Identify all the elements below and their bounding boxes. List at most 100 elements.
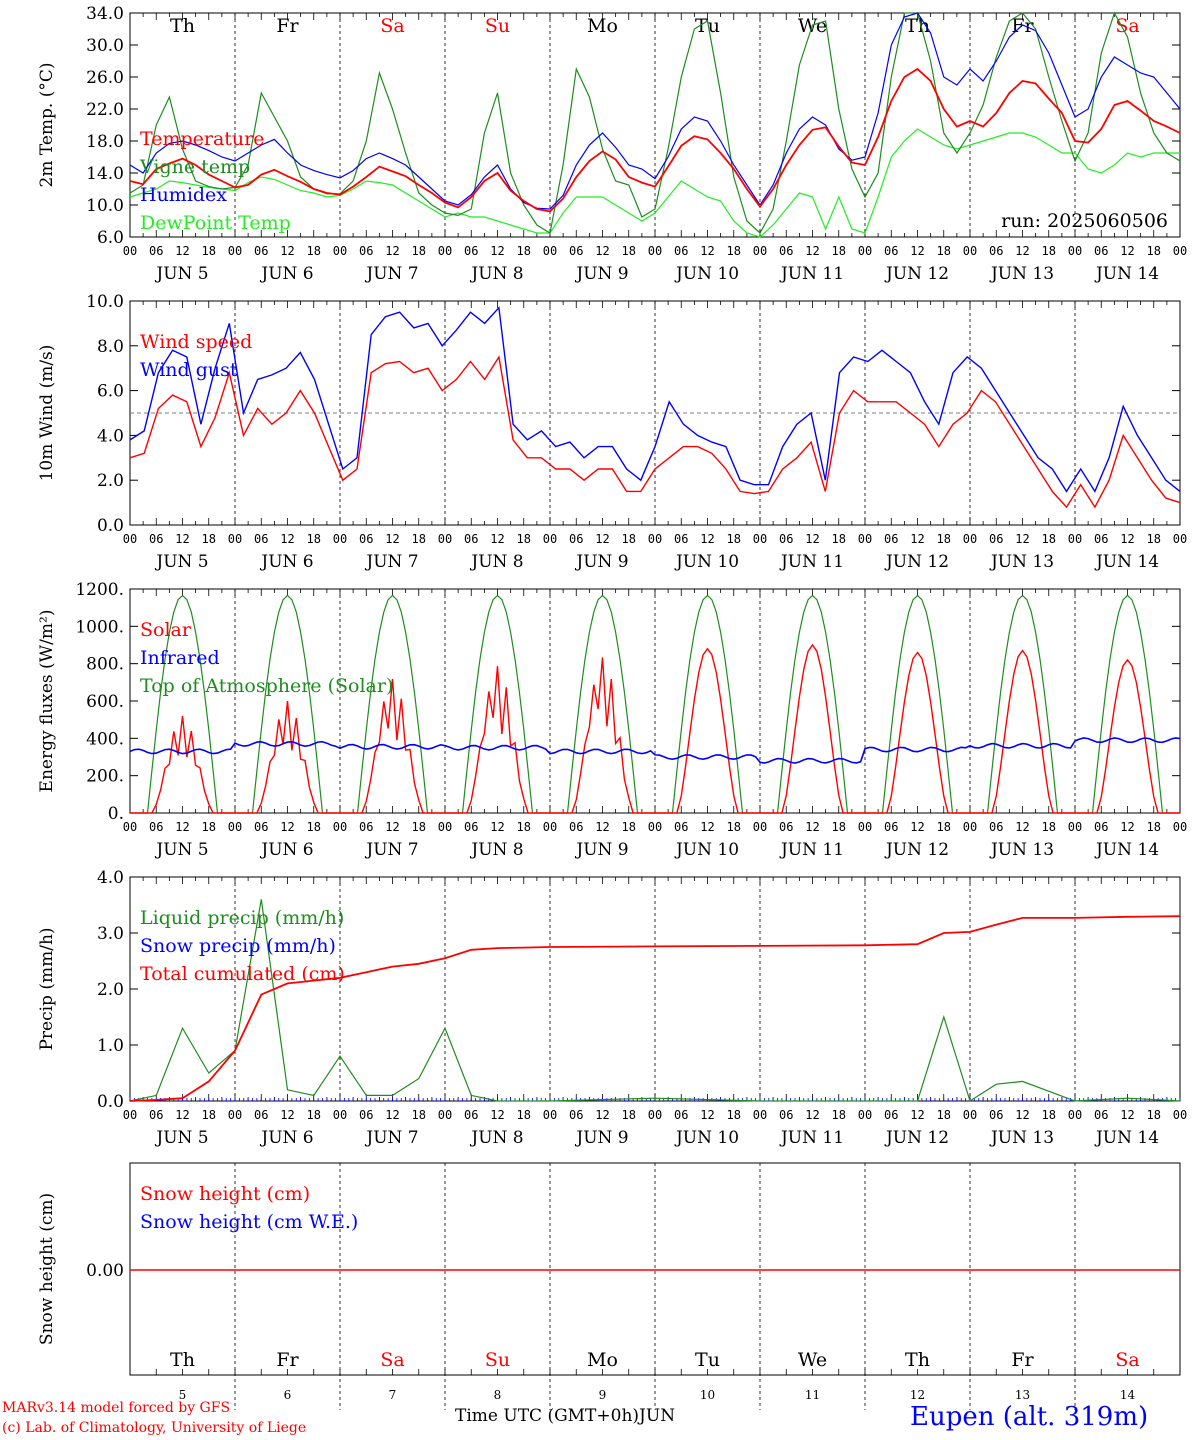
hour-tick-label: 18 — [937, 1108, 951, 1122]
y-tick-label: 1200. — [75, 580, 124, 600]
y-tick-label: 1.0 — [97, 1036, 124, 1056]
date-label: JUN 5 — [154, 1128, 208, 1148]
hour-tick-label: 06 — [1094, 532, 1108, 546]
date-label: JUN 13 — [989, 264, 1054, 284]
hour-tick-label: 12 — [595, 1108, 609, 1122]
date-number-label: 10 — [700, 1388, 715, 1402]
hour-tick-label: 12 — [910, 1108, 924, 1122]
hour-tick-label: 06 — [884, 820, 898, 834]
date-label: JUN 9 — [574, 840, 628, 860]
legend-entry: Top of Atmosphere (Solar) — [140, 675, 393, 697]
date-label: JUN 10 — [674, 1128, 739, 1148]
run-label: run: 2025060506 — [1001, 210, 1168, 232]
date-label: JUN 10 — [674, 552, 739, 572]
hour-tick-label: 00 — [753, 244, 767, 258]
x-axis-title: Time UTC (GMT+0h) — [455, 1406, 640, 1426]
date-label: JUN 7 — [364, 552, 418, 572]
hour-tick-label: 12 — [595, 532, 609, 546]
hour-tick-label: 18 — [1147, 820, 1161, 834]
date-number-label: 6 — [284, 1388, 292, 1402]
hour-tick-label: 00 — [543, 820, 557, 834]
hour-tick-label: 18 — [517, 1108, 531, 1122]
hour-tick-label: 06 — [884, 1108, 898, 1122]
y-tick-label: 2.0 — [97, 471, 124, 491]
date-label: JUN 11 — [779, 264, 844, 284]
hour-tick-label: 00 — [1068, 244, 1082, 258]
hour-tick-label: 06 — [464, 820, 478, 834]
date-label: JUN 12 — [884, 552, 949, 572]
date-label: JUN 12 — [884, 840, 949, 860]
hour-tick-label: 00 — [753, 820, 767, 834]
hour-tick-label: 00 — [228, 244, 242, 258]
hour-tick-label: 06 — [149, 532, 163, 546]
y-tick-label: 8.0 — [97, 337, 124, 357]
hour-tick-label: 12 — [1015, 820, 1029, 834]
hour-tick-label: 00 — [858, 532, 872, 546]
hour-tick-label: 00 — [1173, 1108, 1187, 1122]
hour-tick-label: 12 — [385, 1108, 399, 1122]
hour-tick-label: 00 — [438, 532, 452, 546]
date-label: JUN 14 — [1094, 840, 1159, 860]
y-tick-label: 0.0 — [97, 516, 124, 536]
hour-tick-label: 18 — [1042, 820, 1056, 834]
hour-tick-label: 06 — [254, 820, 268, 834]
date-label: JUN 8 — [469, 264, 523, 284]
weekday-label: Fr — [1011, 1349, 1034, 1371]
date-label: JUN 7 — [364, 264, 418, 284]
hour-tick-label: 00 — [648, 532, 662, 546]
hour-tick-label: 18 — [832, 244, 846, 258]
hour-tick-label: 06 — [779, 532, 793, 546]
date-label: JUN 5 — [154, 552, 208, 572]
hour-tick-label: 06 — [1094, 244, 1108, 258]
date-label: JUN 9 — [574, 1128, 628, 1148]
date-label: JUN 5 — [154, 264, 208, 284]
y-tick-label: 26.0 — [86, 68, 124, 88]
y-tick-label: 10.0 — [86, 196, 124, 216]
hour-tick-label: 12 — [595, 244, 609, 258]
hour-tick-label: 12 — [700, 532, 714, 546]
hour-tick-label: 06 — [569, 1108, 583, 1122]
hour-tick-label: 18 — [1042, 532, 1056, 546]
hour-tick-label: 00 — [1173, 532, 1187, 546]
date-label: JUN 6 — [259, 840, 313, 860]
hour-tick-label: 00 — [123, 532, 137, 546]
hour-tick-label: 18 — [202, 532, 216, 546]
hour-tick-label: 00 — [543, 244, 557, 258]
date-label: JUN 8 — [469, 840, 523, 860]
hour-tick-label: 12 — [595, 820, 609, 834]
y-axis-label: Snow height (cm) — [37, 1193, 57, 1345]
hour-tick-label: 12 — [1015, 1108, 1029, 1122]
y-tick-label: 0.0 — [97, 1092, 124, 1112]
weekday-label: Mo — [587, 15, 618, 37]
hour-tick-label: 06 — [674, 244, 688, 258]
date-label: JUN 10 — [674, 840, 739, 860]
hour-tick-label: 18 — [937, 532, 951, 546]
series-line — [130, 643, 1180, 814]
hour-tick-label: 06 — [569, 532, 583, 546]
hour-tick-label: 00 — [228, 1108, 242, 1122]
hour-tick-label: 06 — [884, 244, 898, 258]
date-label: JUN 8 — [469, 552, 523, 572]
date-number-label: 12 — [910, 1388, 925, 1402]
weekday-label: Fr — [276, 1349, 299, 1371]
hour-tick-label: 12 — [1120, 1108, 1134, 1122]
hour-tick-label: 18 — [202, 1108, 216, 1122]
hour-tick-label: 00 — [543, 1108, 557, 1122]
hour-tick-label: 00 — [228, 820, 242, 834]
hour-tick-label: 00 — [648, 244, 662, 258]
hour-tick-label: 12 — [490, 1108, 504, 1122]
hour-tick-label: 06 — [254, 1108, 268, 1122]
hour-tick-label: 18 — [1147, 1108, 1161, 1122]
date-label: JUN 7 — [364, 1128, 418, 1148]
series-line — [129, 67, 1181, 213]
hour-tick-label: 18 — [307, 1108, 321, 1122]
date-label: JUN 12 — [884, 1128, 949, 1148]
legend-entry: Wind speed — [140, 331, 252, 353]
date-label: JUN 13 — [989, 552, 1054, 572]
hour-tick-label: 00 — [123, 244, 137, 258]
hour-tick-label: 06 — [989, 820, 1003, 834]
weekday-label: Su — [485, 1349, 510, 1371]
y-tick-label: 2.0 — [97, 980, 124, 1000]
hour-tick-label: 12 — [280, 244, 294, 258]
